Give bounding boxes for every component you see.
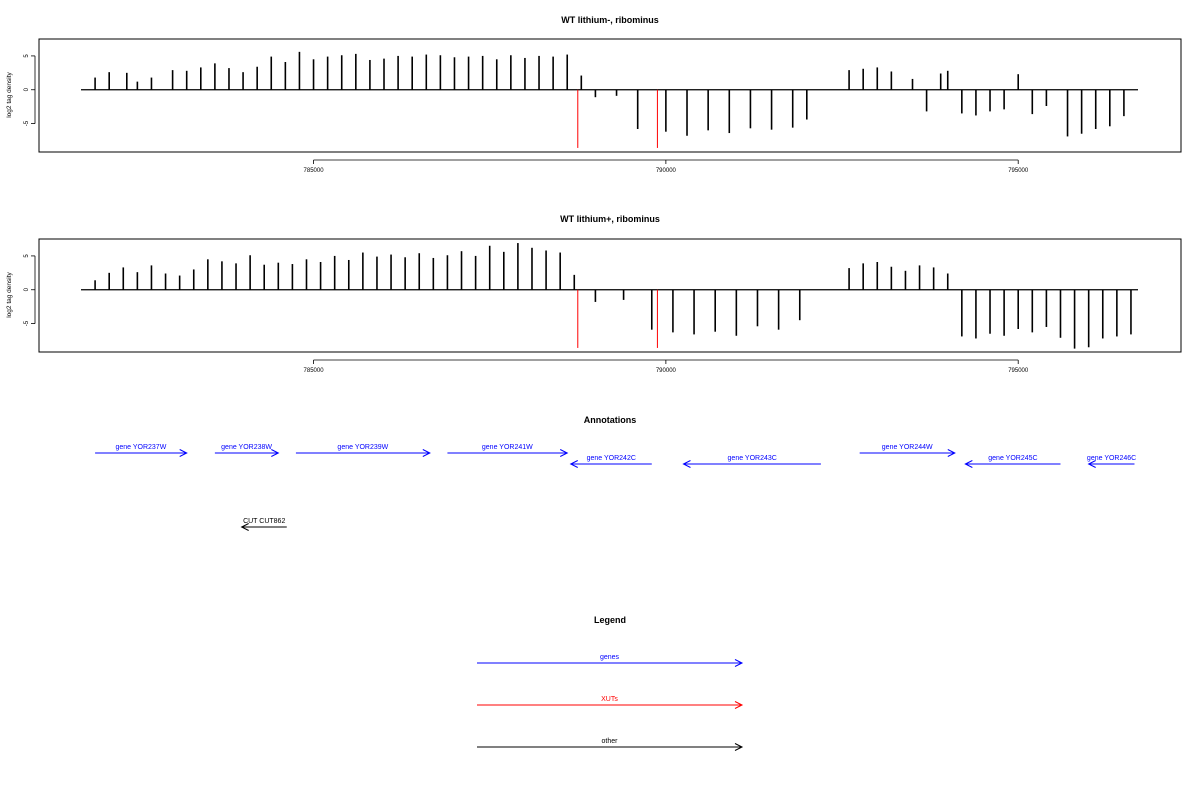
y-tick-label: 0 (24, 87, 30, 91)
arrowhead-icon (947, 449, 956, 457)
gene-feature-label: gene YOR237W (115, 444, 166, 451)
legend-item: genes (477, 654, 744, 667)
track-panel-lithium-plus: WT lithium+, ribominus log2 tag density … (6, 214, 1182, 374)
arrowhead-icon (1087, 460, 1096, 468)
gene-feature-label: gene YOR244W (882, 444, 933, 451)
x-tick-label: 790000 (656, 368, 677, 374)
legend-item-label: XUTs (601, 696, 618, 703)
gene-feature: gene YOR243C (682, 455, 821, 468)
gene-feature-label: gene YOR238W (221, 444, 272, 451)
track-panel-lithium-minus: WT lithium-, ribominus log2 tag density … (6, 15, 1182, 174)
x-tick-label: 790000 (656, 168, 677, 174)
legend-item-label: genes (600, 654, 620, 661)
legend: Legend genes XUTs other (477, 615, 744, 751)
arrowhead-icon (734, 659, 744, 667)
arrowhead-icon (569, 460, 578, 468)
legend-title: Legend (594, 615, 626, 625)
y-axis: -5 0 5 (24, 254, 36, 326)
gene-feature-label: gene YOR245C (988, 455, 1037, 462)
legend-item: XUTs (477, 696, 744, 709)
arrowhead-icon (734, 701, 744, 709)
x-tick-label: 795000 (1008, 368, 1029, 374)
plot-frame (38, 38, 1182, 153)
y-axis: -5 0 5 (24, 54, 36, 126)
x-tick-label: 785000 (304, 368, 325, 374)
gene-feature: gene YOR237W (95, 444, 188, 457)
arrowhead-icon (422, 449, 431, 457)
panel-title: WT lithium+, ribominus (560, 214, 660, 224)
arrowhead-icon (734, 743, 744, 751)
plot-frame (38, 238, 1182, 353)
gene-feature-label: gene YOR243C (728, 455, 777, 462)
annotation-features: gene YOR237W gene YOR238W gene YOR239W gene… (95, 444, 1136, 531)
bar-series (81, 243, 1138, 349)
arrowhead-icon (559, 449, 569, 457)
gene-feature: gene YOR244W (859, 444, 956, 457)
gene-feature: gene YOR239W (295, 444, 431, 457)
gene-feature: gene YOR245C (964, 455, 1061, 468)
x-tick-label: 785000 (304, 168, 325, 174)
annotations-title: Annotations (584, 415, 637, 425)
legend-item: other (477, 738, 744, 751)
y-axis-label: log2 tag density (6, 271, 13, 317)
gene-feature: gene YOR246C (1087, 455, 1136, 468)
gene-feature: gene YOR238W (214, 444, 280, 457)
gene-feature-label: gene YOR241W (482, 444, 533, 451)
gene-feature-label: gene YOR246C (1087, 455, 1136, 462)
panel-title: WT lithium-, ribominus (561, 15, 659, 25)
arrowhead-icon (179, 449, 188, 457)
gene-feature-label: gene YOR239W (337, 444, 388, 451)
other-feature-label: CUT CUT862 (243, 518, 285, 525)
arrowhead-icon (271, 449, 280, 457)
y-tick-label: 5 (24, 254, 30, 258)
other-feature: CUT CUT862 (240, 518, 287, 531)
y-tick-label: 0 (24, 287, 30, 291)
gene-feature: gene YOR241W (447, 444, 569, 457)
bar-series (81, 51, 1138, 148)
y-tick-label: 5 (24, 54, 30, 58)
arrowhead-icon (682, 460, 691, 468)
arrowhead-icon (240, 523, 249, 531)
legend-item-label: other (602, 738, 619, 745)
y-tick-label: -5 (24, 320, 30, 326)
x-axis: 785000 790000 795000 (304, 359, 1029, 374)
x-tick-label: 795000 (1008, 168, 1029, 174)
annotations-track: Annotations gene YOR237W gene YOR238W gene… (95, 415, 1136, 531)
y-axis-label: log2 tag density (6, 71, 13, 117)
legend-items: genes XUTs other (477, 654, 744, 751)
arrowhead-icon (964, 460, 973, 468)
gene-feature: gene YOR242C (569, 455, 652, 468)
x-axis: 785000 790000 795000 (304, 159, 1029, 174)
gene-feature-label: gene YOR242C (587, 455, 636, 462)
y-tick-label: -5 (24, 120, 30, 126)
